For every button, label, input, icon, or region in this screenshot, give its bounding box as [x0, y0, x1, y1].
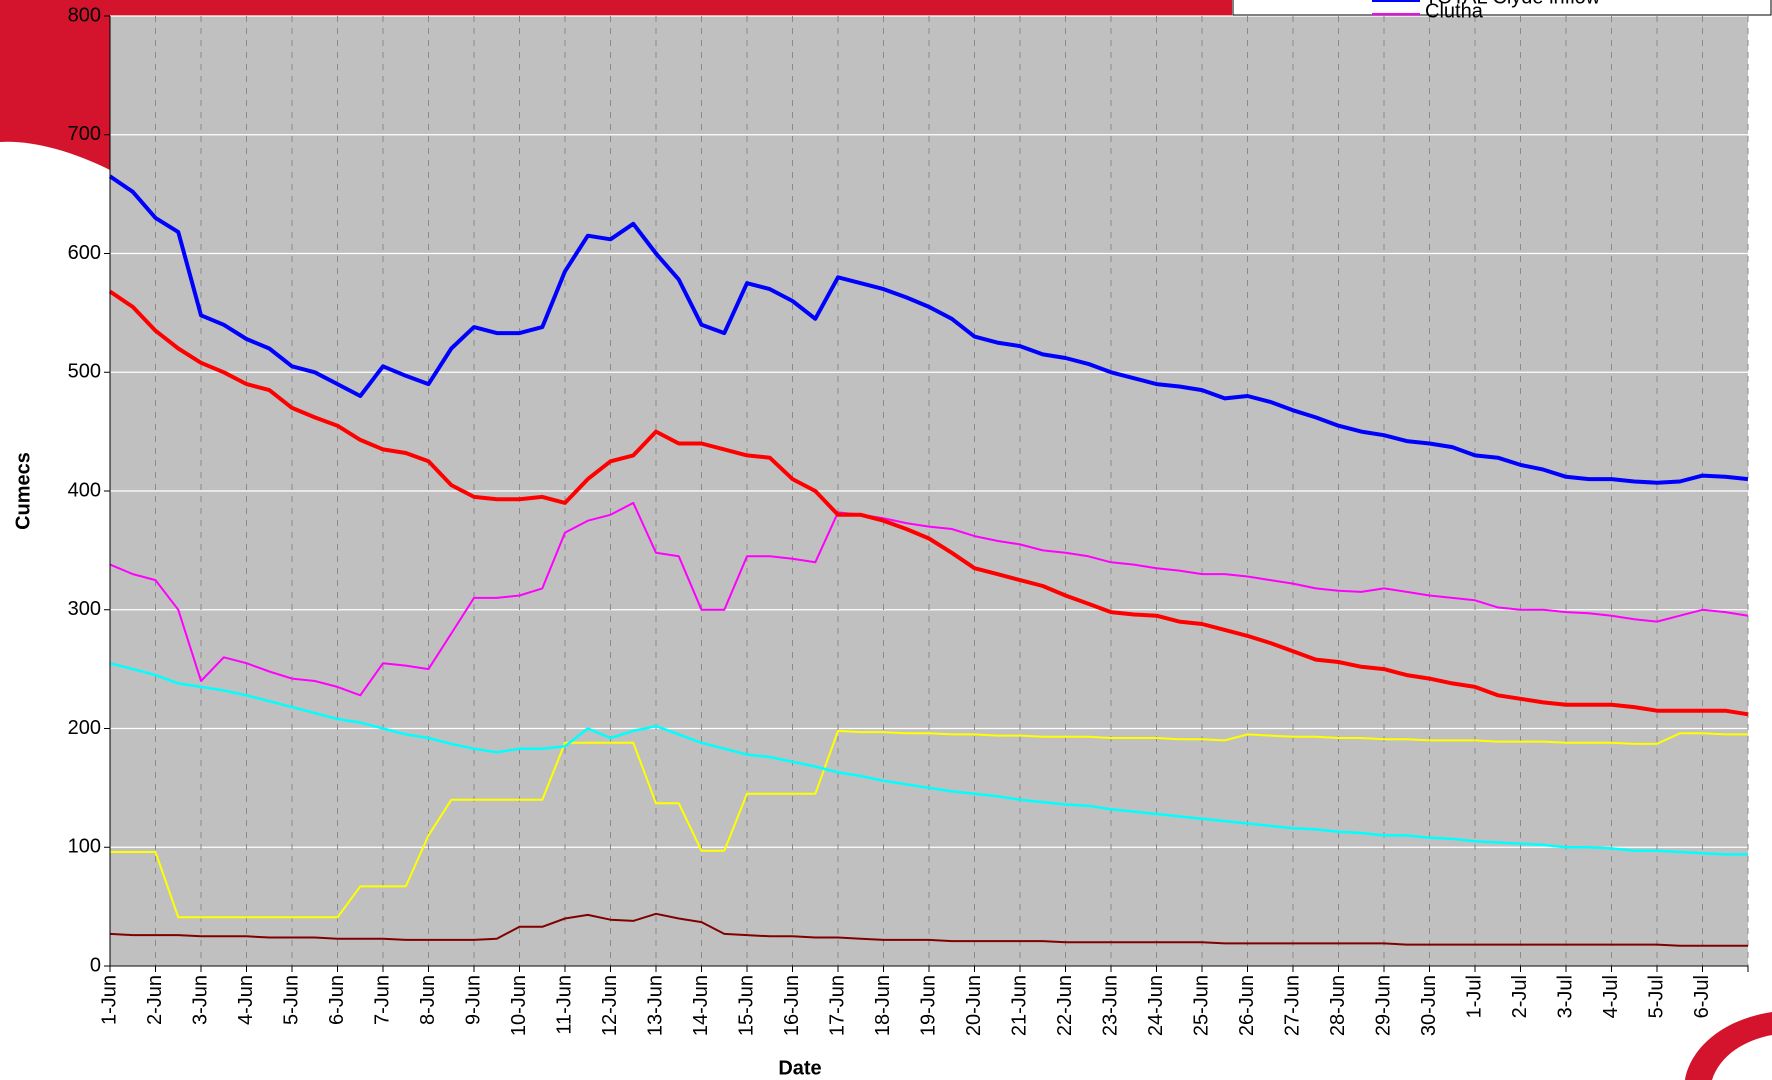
x-tick-label: 28-Jun: [1327, 975, 1349, 1036]
x-tick-label: 3-Jun: [189, 975, 211, 1025]
x-tick-label: 12-Jun: [599, 975, 621, 1036]
series-line: [109, 661, 1748, 856]
y-tick-label: 0: [90, 954, 101, 976]
x-tick-label: 5-Jul: [1645, 975, 1667, 1018]
x-tick-label: 10-Jun: [508, 975, 530, 1036]
axes: 0 100 200 300 400 500 600 700 800 1-Jun 2-Jun 3-Jun…: [68, 4, 1749, 1036]
y-tick-label: 200: [68, 717, 101, 739]
x-axis-title: Date: [778, 1057, 821, 1079]
x-tick-label: 16-Jun: [781, 975, 803, 1036]
x-tick-label: 18-Jun: [872, 975, 894, 1036]
x-tick-label: 22-Jun: [1054, 975, 1076, 1036]
x-tick-label: 5-Jun: [280, 975, 302, 1025]
x-tick-label: 20-Jun: [963, 975, 985, 1036]
x-tick-label: 13-Jun: [644, 975, 666, 1036]
x-tick-label: 8-Jun: [417, 975, 439, 1025]
x-tick-label: 1-Jun: [98, 975, 120, 1025]
x-tick-label: 14-Jun: [690, 975, 712, 1036]
x-tick-label: 4-Jul: [1600, 975, 1622, 1018]
x-tick-label: 7-Jun: [371, 975, 393, 1025]
x-tick-label: 25-Jun: [1190, 975, 1212, 1036]
x-tick-label: 19-Jun: [917, 975, 939, 1036]
x-tick-label: 23-Jun: [1099, 975, 1121, 1036]
grid: [110, 15, 1749, 967]
y-tick-label: 800: [68, 4, 101, 26]
legend-box: [1232, 0, 1772, 16]
y-tick-label: 400: [68, 479, 101, 501]
x-tick-label: 30-Jun: [1418, 975, 1440, 1036]
legend: TOTAL Clyde inflowClutha: [1232, 0, 1772, 22]
logo: [1685, 1012, 1772, 1080]
x-tick-label: 21-Jun: [1008, 975, 1030, 1036]
y-axis-title: Cumecs: [12, 452, 34, 530]
x-tick-label: 26-Jun: [1236, 975, 1258, 1036]
x-tick-label: 6-Jul: [1691, 975, 1713, 1018]
x-tick-label: 2-Jun: [144, 975, 166, 1025]
y-tick-label: 100: [68, 836, 101, 858]
series-line: [109, 501, 1749, 697]
x-tick-label: 2-Jul: [1509, 975, 1531, 1018]
x-tick-label: 3-Jul: [1554, 975, 1576, 1018]
x-tick-label: 4-Jun: [235, 975, 257, 1025]
series-line: [108, 289, 1749, 717]
x-tick-label: 11-Jun: [553, 975, 575, 1035]
x-tick-label: 27-Jun: [1281, 975, 1303, 1036]
series-lines: [108, 174, 1749, 947]
x-tick-label: 15-Jun: [735, 975, 757, 1036]
y-tick-label: 300: [68, 598, 101, 620]
legend-label: TOTAL Clyde inflow: [1425, 0, 1601, 8]
x-tick-label: 6-Jun: [326, 975, 348, 1025]
series-line: [108, 174, 1749, 485]
series-line: [110, 729, 1748, 919]
x-tick-label: 24-Jun: [1145, 975, 1167, 1036]
y-tick-label: 500: [68, 361, 101, 383]
y-tick-label: 700: [68, 123, 101, 145]
x-tick-label: 17-Jun: [826, 975, 848, 1036]
x-tick-label: 9-Jun: [462, 975, 484, 1025]
legend-label: Clutha: [1425, 0, 1484, 22]
x-tick-label: 29-Jun: [1372, 975, 1394, 1036]
y-tick-label: 600: [68, 242, 101, 264]
series-line: [109, 912, 1748, 947]
x-tick-label: 1-Jul: [1463, 975, 1485, 1018]
